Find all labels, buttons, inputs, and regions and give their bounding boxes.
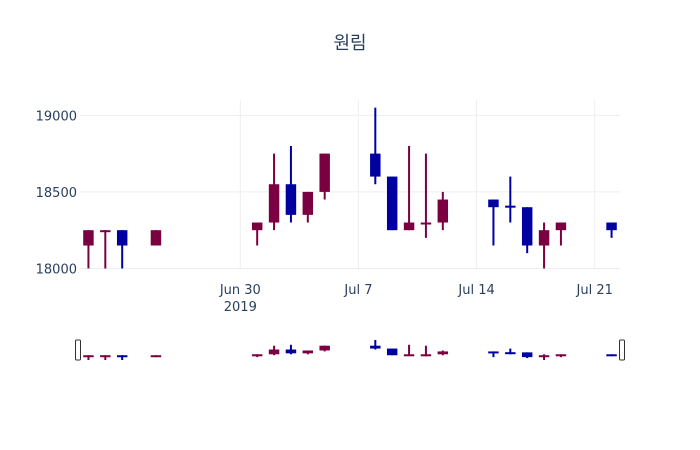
candle[interactable]: [268, 153, 280, 231]
candle-body[interactable]: [116, 230, 128, 246]
x-tick-label: Jun 30: [219, 283, 261, 298]
slider-candle-body: [319, 345, 330, 351]
candle-body[interactable]: [150, 230, 162, 246]
y-tick-label: 19000: [36, 109, 77, 124]
slider-candle-body: [386, 348, 398, 356]
candle[interactable]: [488, 199, 499, 246]
candle-body[interactable]: [521, 207, 533, 246]
slider-candle-body: [437, 351, 449, 355]
candle-body[interactable]: [420, 222, 432, 225]
range-slider-right-handle[interactable]: [619, 339, 625, 361]
candle[interactable]: [302, 191, 314, 223]
candle-body[interactable]: [285, 184, 297, 215]
candle-body[interactable]: [505, 205, 516, 208]
y-tick-label: 18000: [36, 262, 77, 277]
candle[interactable]: [83, 230, 94, 269]
candle[interactable]: [521, 207, 533, 254]
candle[interactable]: [150, 230, 162, 246]
candle[interactable]: [420, 153, 432, 238]
slider-candle-body: [555, 354, 567, 357]
slider-candle-body: [268, 349, 280, 355]
candle[interactable]: [606, 222, 617, 238]
candle[interactable]: [285, 145, 297, 223]
candle-body[interactable]: [555, 222, 567, 231]
chart-title: 원림: [333, 33, 366, 54]
slider-candle-body: [505, 352, 516, 355]
candle-body[interactable]: [538, 230, 550, 246]
slider-candle-body: [488, 351, 499, 354]
slider-candle-body: [403, 354, 415, 357]
candle-body[interactable]: [488, 199, 499, 208]
candle[interactable]: [370, 107, 381, 185]
main-plot-area[interactable]: 18000 18500 19000 Jun 30 2019 Jul 7 Jul 14 Jul …: [36, 100, 620, 315]
slider-candle-body: [100, 355, 111, 358]
candle-body[interactable]: [437, 199, 449, 223]
candle[interactable]: [555, 222, 567, 246]
candle[interactable]: [538, 222, 550, 269]
x-tick-label: Jul 14: [457, 283, 494, 298]
range-slider[interactable]: [75, 339, 625, 361]
candle[interactable]: [505, 176, 516, 223]
candle-body[interactable]: [370, 153, 381, 177]
candle[interactable]: [437, 191, 449, 231]
slider-candle-body: [521, 352, 533, 358]
candle[interactable]: [386, 176, 398, 231]
candle-body[interactable]: [100, 230, 111, 233]
slider-candle-body: [302, 350, 314, 354]
x-tick-label: Jul 7: [343, 283, 372, 298]
candle-body[interactable]: [403, 222, 415, 231]
candle[interactable]: [116, 230, 128, 269]
candle-body[interactable]: [83, 230, 94, 246]
slider-candle-body: [285, 349, 297, 354]
candle[interactable]: [251, 222, 263, 246]
y-tick-label: 18500: [36, 186, 77, 201]
slider-candle-body: [150, 355, 162, 358]
slider-candle-body: [116, 355, 128, 358]
candle-body[interactable]: [319, 153, 330, 192]
candle[interactable]: [319, 153, 330, 200]
candle[interactable]: [100, 230, 111, 269]
slider-candle-body: [370, 345, 381, 349]
slider-candle-body: [83, 355, 94, 358]
slider-candle-body: [606, 354, 617, 357]
slider-candle-body: [420, 354, 432, 357]
candle-body[interactable]: [606, 222, 617, 231]
candle-body[interactable]: [302, 191, 314, 215]
x-tick-sublabel: 2019: [224, 300, 257, 315]
candle-body[interactable]: [386, 176, 398, 231]
candle-body[interactable]: [268, 184, 280, 223]
candle-body[interactable]: [251, 222, 263, 231]
x-tick-label: Jul 21: [576, 283, 613, 298]
candle[interactable]: [403, 145, 415, 231]
slider-candle-body: [538, 355, 550, 358]
range-slider-left-handle[interactable]: [75, 339, 81, 361]
slider-candle-body: [251, 354, 263, 357]
